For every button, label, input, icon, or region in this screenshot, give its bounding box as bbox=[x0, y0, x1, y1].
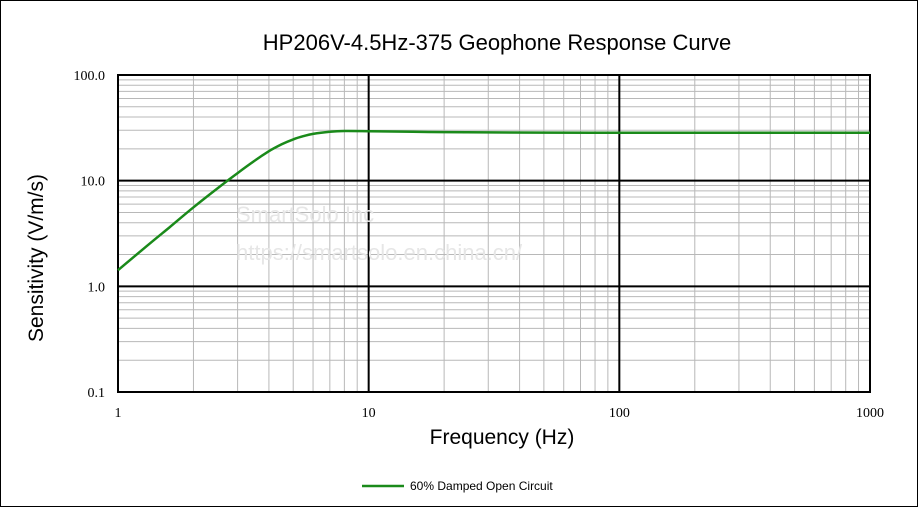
major-grid bbox=[118, 75, 870, 392]
legend-label: 60% Damped Open Circuit bbox=[410, 479, 553, 493]
y-tick-label: 100.0 bbox=[74, 69, 106, 84]
x-tick-label: 1000 bbox=[856, 406, 884, 421]
x-axis-label: Frequency (Hz) bbox=[430, 426, 575, 449]
minor-grid bbox=[118, 75, 870, 392]
x-tick-label: 100 bbox=[609, 406, 630, 421]
watermark-line: SmartSolo Inc bbox=[236, 202, 374, 227]
legend: 60% Damped Open Circuit bbox=[362, 479, 553, 493]
x-tick-labels: 1 10 100 1000 bbox=[115, 406, 885, 421]
y-tick-label: 1.0 bbox=[88, 280, 106, 295]
y-tick-labels: 100.0 10.0 1.0 0.1 bbox=[74, 69, 106, 401]
chart-title: HP206V-4.5Hz-375 Geophone Response Curve bbox=[263, 30, 731, 55]
plot-area-border bbox=[117, 74, 871, 393]
x-tick-label: 10 bbox=[362, 406, 376, 421]
y-tick-label: 0.1 bbox=[88, 386, 106, 401]
series-layer bbox=[117, 129, 870, 272]
watermark: SmartSolo Inc https://smartsolo.en.china.… bbox=[236, 202, 523, 265]
y-tick-label: 10.0 bbox=[81, 175, 106, 190]
watermark-line: https://smartsolo.en.china.cn/ bbox=[236, 240, 523, 265]
x-tick-label: 1 bbox=[115, 406, 122, 421]
series-line bbox=[117, 129, 870, 272]
y-axis-label: Sensitivity (V/m/s) bbox=[25, 174, 48, 342]
